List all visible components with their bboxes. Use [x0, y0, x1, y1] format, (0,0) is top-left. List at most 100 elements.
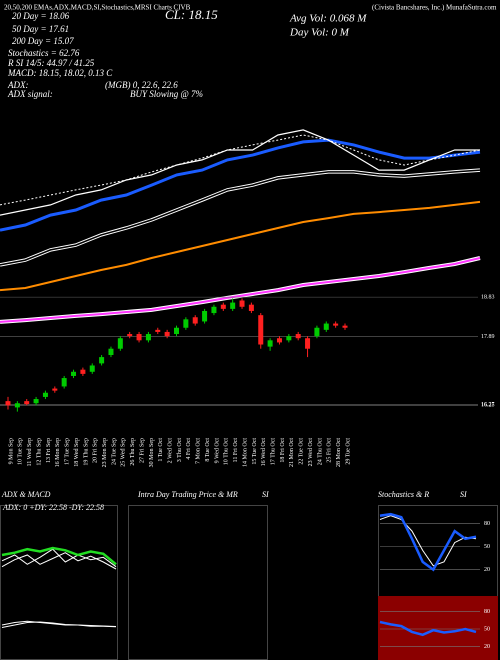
y-tick-label: 80 [484, 609, 490, 615]
x-tick-label: 23 Wed Oct [308, 438, 314, 467]
panel-title: ADX & MACD [1, 490, 51, 499]
indicator-text: (MGB) 0, 22.6, 22.6 [105, 80, 178, 90]
indicator-text: 200 Day = 15.07 [12, 36, 74, 46]
x-tick-label: 12 Thu Sep [36, 438, 42, 466]
x-tick-label: 25 Wed Sep [121, 438, 127, 467]
candle-body [239, 300, 245, 307]
x-tick-label: 21 Mon Oct [289, 438, 295, 467]
x-tick-label: 24 Thu Oct [317, 438, 323, 466]
candle-body [71, 371, 77, 376]
x-tick-label: 14 Mon Oct [242, 438, 248, 467]
indicator-text: MACD: 18.15, 18.02, 0.13 C [7, 68, 113, 78]
candle-body [192, 317, 198, 324]
y-tick-label: 80 [484, 521, 490, 527]
candle-body [24, 401, 30, 405]
x-tick-label: 29 Tue Oct [345, 438, 351, 465]
panel-background [378, 596, 498, 660]
line [0, 169, 481, 266]
line [379, 515, 477, 567]
header-left: 20,50,200 EMAs,ADX,MACD,SI,Stochastics,M… [4, 4, 191, 12]
candle-body [286, 336, 292, 341]
candle-body [211, 306, 217, 314]
x-tick-label: 7 Mon Oct [196, 438, 202, 464]
y-tick-label: 20 [484, 644, 490, 650]
candle-body [258, 315, 264, 345]
y-tick-label: 50 [484, 544, 490, 550]
candle-body [89, 365, 95, 372]
x-tick-label: 2 Wed Oct [168, 438, 174, 464]
indicator-text: ADX signal: [7, 89, 53, 99]
indicator-text: 50 Day = 17.61 [12, 24, 69, 34]
candle-body [117, 338, 123, 349]
y-tick-label: 17.89 [481, 334, 495, 340]
x-tick-label: 20 Fri Sep [93, 438, 99, 463]
y-tick-label: 20 [484, 567, 490, 573]
indicator-text: Stochastics = 62.76 [8, 48, 80, 58]
x-tick-label: 8 Tue Oct [205, 438, 211, 462]
x-tick-label: 27 Fri Sep [139, 438, 145, 463]
candle-body [164, 331, 170, 337]
header-right: (Civista Bancshares, Inc.) MunafaSutra.c… [372, 4, 497, 12]
x-tick-label: 26 Thu Sep [130, 438, 136, 466]
x-tick-label: 13 Fri Sep [46, 438, 52, 463]
x-tick-label: 22 Tue Oct [299, 438, 305, 465]
line [0, 257, 481, 323]
y-tick-label: 16.27 [481, 402, 495, 408]
panel-frame [0, 505, 118, 660]
candle-body [174, 327, 179, 335]
x-tick-label: 28 Mon Oct [336, 438, 342, 467]
panel-title: SI [460, 490, 467, 499]
candle-body [14, 403, 20, 408]
candle-body [248, 304, 254, 311]
line [379, 620, 477, 637]
candle-body [323, 323, 329, 330]
indicator-text: ADX: [7, 80, 29, 90]
x-tick-label: 17 Thu Oct [270, 438, 276, 466]
x-tick-label: 25 Fri Oct [327, 438, 333, 463]
x-tick-label: 17 Tue Sep [65, 438, 71, 465]
indicator-text: BUY Slowing @ 7% [130, 89, 203, 99]
panel-title: SI [262, 490, 269, 499]
candle-body [52, 388, 58, 391]
y-tick-label: 16.25 [481, 403, 495, 409]
x-tick-label: 15 Tue Oct [252, 438, 258, 465]
x-tick-label: 16 Mon Sep [55, 438, 61, 467]
x-tick-label: 19 Thu Sep [83, 438, 89, 466]
candle-body [220, 304, 226, 309]
line [1, 552, 117, 570]
line [0, 200, 481, 292]
candle-body [202, 310, 208, 322]
candle-body [155, 329, 161, 332]
candle-body [333, 323, 339, 326]
indicator-text: Avg Vol: 0.068 M [289, 13, 367, 25]
candle-body [276, 338, 282, 343]
x-tick-label: 18 Fri Oct [280, 438, 286, 463]
candle-body [314, 327, 320, 337]
x-tick-label: 10 Thu Oct [224, 438, 230, 466]
line [0, 138, 481, 232]
x-tick-label: 11 Wed Sep [27, 438, 33, 467]
candle-body [33, 399, 39, 404]
x-tick-label: 4 Fri Oct [186, 438, 192, 460]
candle-body [61, 378, 67, 387]
indicator-text: Day Vol: 0 M [289, 27, 350, 39]
indicator-text: CL: 18.15 [165, 7, 218, 22]
candle-body [305, 338, 311, 349]
indicator-text: R SI 14/5: 44.97 / 41.25 [7, 58, 95, 68]
candle-body [127, 334, 133, 337]
panel-frame [128, 505, 268, 660]
candle-body [42, 392, 48, 397]
line [379, 512, 477, 572]
x-tick-label: 18 Wed Sep [74, 438, 80, 467]
line-outline [0, 168, 481, 267]
candle-body [183, 319, 189, 328]
x-tick-label: 3 Thu Oct [177, 438, 183, 463]
line-outline [0, 256, 481, 324]
candle-body [342, 325, 348, 328]
panel-title: Stochastics & R [378, 490, 429, 499]
y-tick-label: 50 [484, 626, 490, 632]
candle-body [295, 334, 301, 339]
x-tick-label: 23 Mon Sep [102, 438, 108, 467]
candle-body [230, 302, 236, 309]
line [0, 134, 481, 206]
